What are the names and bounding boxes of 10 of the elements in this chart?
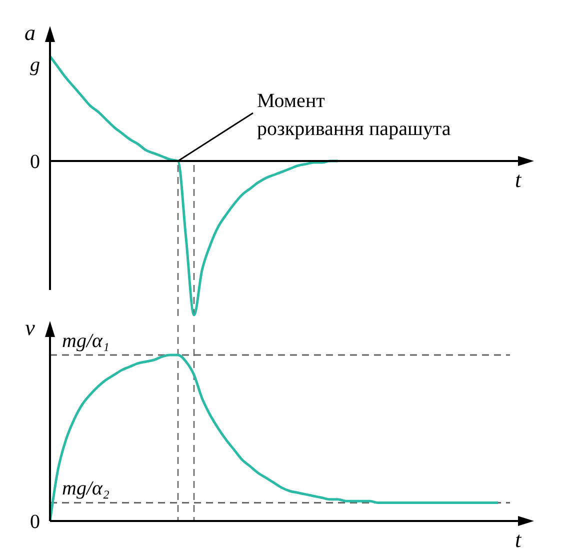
y-axis-title: v xyxy=(25,315,36,340)
text: 0 xyxy=(30,511,40,533)
x-axis-title: t xyxy=(514,167,522,192)
ref-line-label: mg/α₂ xyxy=(62,478,110,500)
ref-line-label: mg/α₁ xyxy=(62,330,110,352)
text: g xyxy=(30,54,40,76)
x-axis-title: t xyxy=(514,527,522,552)
annotation: Момент розкривання парашута xyxy=(257,90,451,140)
y-axis-title: a xyxy=(24,20,36,45)
text: 0 xyxy=(30,151,40,173)
